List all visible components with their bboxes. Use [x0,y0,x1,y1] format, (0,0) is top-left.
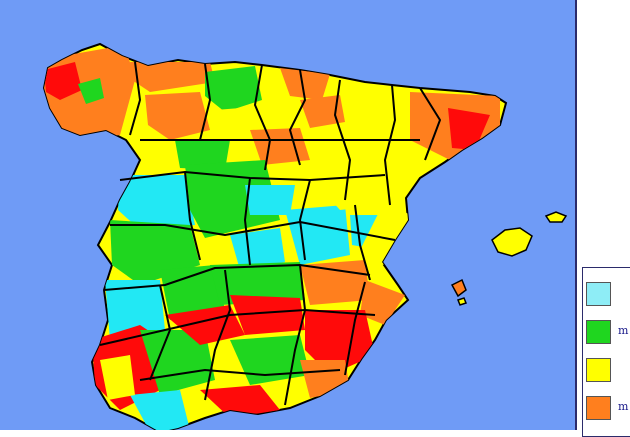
region-cordoba-red [165,305,245,345]
region-huelva-yellow [100,355,135,400]
region-salamanca-cyan [118,175,195,230]
region-cadiz-cyan [130,390,190,430]
legend-item [586,358,630,386]
legend-item: m [586,396,630,424]
region-galicia-red [44,62,82,100]
region-cuenca-cyan [285,205,350,265]
region-burgos-orange [250,128,310,165]
region-ciudadreal-green [210,262,305,305]
region-asturias-mix [130,62,215,92]
region-sevilla-green [140,330,215,395]
map-frame [0,0,577,430]
region-leon-orange [145,92,210,140]
island-formentera [457,297,467,306]
legend-swatch [586,320,611,344]
balearic-islands [450,211,568,306]
region-navarra-orange [300,95,345,128]
legend-swatch [586,358,611,382]
region-avila-green [185,160,280,238]
province-borders [99,61,441,406]
region-zamora-green [175,140,230,170]
region-toledo-cyan [230,228,285,270]
spain-risk-map [42,42,568,430]
legend-swatch [586,282,611,306]
region-guadalajara-yellow [300,160,385,210]
region-badajoz-green [160,265,225,320]
region-murcia-red [305,310,375,375]
legend-swatch [586,396,611,420]
legend: m m [582,267,630,437]
region-jaen-red [230,295,305,335]
legend-label: m [618,400,629,413]
region-cantabria-green [205,66,262,112]
legend-label: m [618,324,629,337]
region-malaga-red [200,385,280,418]
region-galicia-green [78,78,104,104]
region-catalonia-red [448,108,490,150]
island-mallorca [491,227,533,257]
region-segovia-cyan [245,185,295,215]
legend-item: m [586,320,630,348]
legend-item [586,282,630,310]
region-badajoz-cyan [105,280,165,340]
island-menorca [544,211,568,223]
island-ibiza [450,278,467,298]
region-basque-orange [280,68,330,100]
region-albacete-orange [300,260,370,305]
